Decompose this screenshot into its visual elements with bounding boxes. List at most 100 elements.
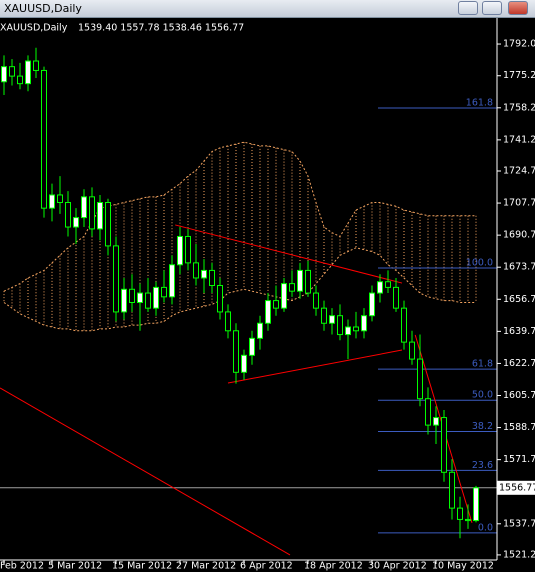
- x-tick-label: 30 Apr 2012: [368, 561, 427, 572]
- candle-body: [185, 235, 191, 264]
- x-tick-label: 15 Mar 2012: [112, 561, 172, 572]
- y-tick-label: 1605.70: [503, 390, 535, 401]
- close-button[interactable]: [508, 1, 528, 15]
- cloud-edge: [3, 141, 476, 292]
- candle-body: [473, 487, 479, 522]
- candle-body: [89, 196, 95, 230]
- price-box: [497, 480, 535, 495]
- candle-body: [105, 202, 111, 247]
- chart-title: XAUUSD,Daily: [0, 23, 68, 34]
- fib-label: 61.8: [472, 359, 493, 370]
- candle-body: [65, 202, 71, 228]
- candle-body: [121, 288, 127, 313]
- y-tick-label: 1656.70: [503, 294, 535, 305]
- x-tick-label: 6 Apr 2012: [240, 561, 293, 572]
- candle-body: [129, 288, 135, 303]
- candle-body: [265, 300, 271, 324]
- y-tick-label: 1673.70: [503, 262, 535, 273]
- candle-body: [169, 264, 175, 298]
- candle-body: [273, 300, 279, 309]
- candle-body: [177, 235, 183, 266]
- candle-body: [209, 269, 215, 287]
- candle-body: [465, 518, 471, 522]
- x-tick-label: 18 Apr 2012: [304, 561, 363, 572]
- candle-body: [1, 66, 7, 83]
- candle-body: [73, 217, 79, 228]
- candle-body: [41, 69, 47, 209]
- candle-body: [57, 194, 63, 204]
- y-tick-label: 1724.70: [503, 165, 535, 176]
- candle-body: [81, 196, 87, 219]
- y-tick-label: 1571.70: [503, 454, 535, 465]
- y-tick-label: 1521.20: [503, 549, 535, 560]
- candle-body: [289, 283, 295, 292]
- candle-body: [225, 311, 231, 332]
- candle-body: [433, 417, 439, 426]
- trendline: [227, 349, 403, 384]
- y-tick-label: 1741.20: [503, 134, 535, 145]
- maximize-button[interactable]: [482, 1, 502, 15]
- candle-body: [17, 75, 23, 85]
- chart: 161.8 100.0 61.8 50.0 38.2 23.6 0.0 XAUUSD,Dai…: [0, 18, 535, 572]
- fib-label: 38.2: [472, 421, 493, 432]
- y-tick-label: 1622.70: [503, 358, 535, 369]
- candle-body: [449, 471, 455, 509]
- y-tick-label: 1792.00: [503, 39, 535, 50]
- y-tick-label: 1707.70: [503, 198, 535, 209]
- candle-body: [257, 322, 263, 339]
- ohlc-text: 1539.40 1557.78 1538.46 1556.77: [78, 23, 244, 34]
- x-tick-label: Feb 2012: [0, 561, 44, 572]
- candle-body: [97, 202, 103, 230]
- candle-body: [417, 358, 423, 400]
- trendline: [175, 224, 403, 284]
- fib-label: 0.0: [478, 522, 493, 533]
- candle-body: [25, 60, 31, 85]
- y-tick-label: 1758.20: [503, 102, 535, 113]
- candle-body: [49, 194, 55, 209]
- cloud-edge: [3, 247, 476, 332]
- trendline: [0, 387, 291, 556]
- y-tick-label: 1690.70: [503, 230, 535, 241]
- candle-body: [249, 337, 255, 356]
- candle-body: [393, 286, 399, 309]
- candle-body: [385, 281, 391, 288]
- candle-body: [161, 286, 167, 298]
- candle-body: [281, 283, 287, 309]
- candle-body: [241, 354, 247, 373]
- candle-body: [233, 330, 239, 373]
- candle-body: [9, 66, 15, 77]
- candle-body: [353, 326, 359, 332]
- candle-body: [313, 292, 319, 309]
- y-tick-label: 1588.70: [503, 422, 535, 433]
- y-tick-label: 1639.70: [503, 326, 535, 337]
- candle-body: [33, 60, 39, 71]
- candle-body: [305, 269, 311, 294]
- candle-body: [401, 307, 407, 343]
- fib-label: 100.0: [466, 257, 493, 268]
- candle-body: [217, 285, 223, 313]
- candle-body: [113, 245, 119, 313]
- candle-body: [145, 292, 151, 309]
- title-bar: XAUUSD,Daily: [0, 0, 535, 18]
- candle-body: [457, 507, 463, 520]
- candle-body: [345, 326, 351, 336]
- candle-body: [369, 292, 375, 317]
- minimize-button[interactable]: [458, 1, 478, 15]
- plot-area: 161.8 100.0 61.8 50.0 38.2 23.6 0.0: [0, 47, 497, 556]
- window-title: XAUUSD,Daily: [4, 2, 82, 15]
- candle-body: [337, 315, 343, 336]
- candle-body: [377, 281, 383, 294]
- candle-body: [321, 307, 327, 324]
- fib-label: 23.6: [472, 460, 493, 471]
- candle-body: [425, 398, 431, 426]
- candle-body: [153, 286, 159, 309]
- price-label: 1556.77: [499, 482, 535, 493]
- fib-label: 161.8: [466, 97, 493, 108]
- candle-body: [137, 292, 143, 303]
- fib-label: 50.0: [472, 390, 493, 401]
- x-tick-label: 5 Mar 2012: [48, 561, 102, 572]
- candle-body: [361, 315, 367, 332]
- candle-body: [297, 269, 303, 292]
- y-tick-label: 1537.70: [503, 518, 535, 529]
